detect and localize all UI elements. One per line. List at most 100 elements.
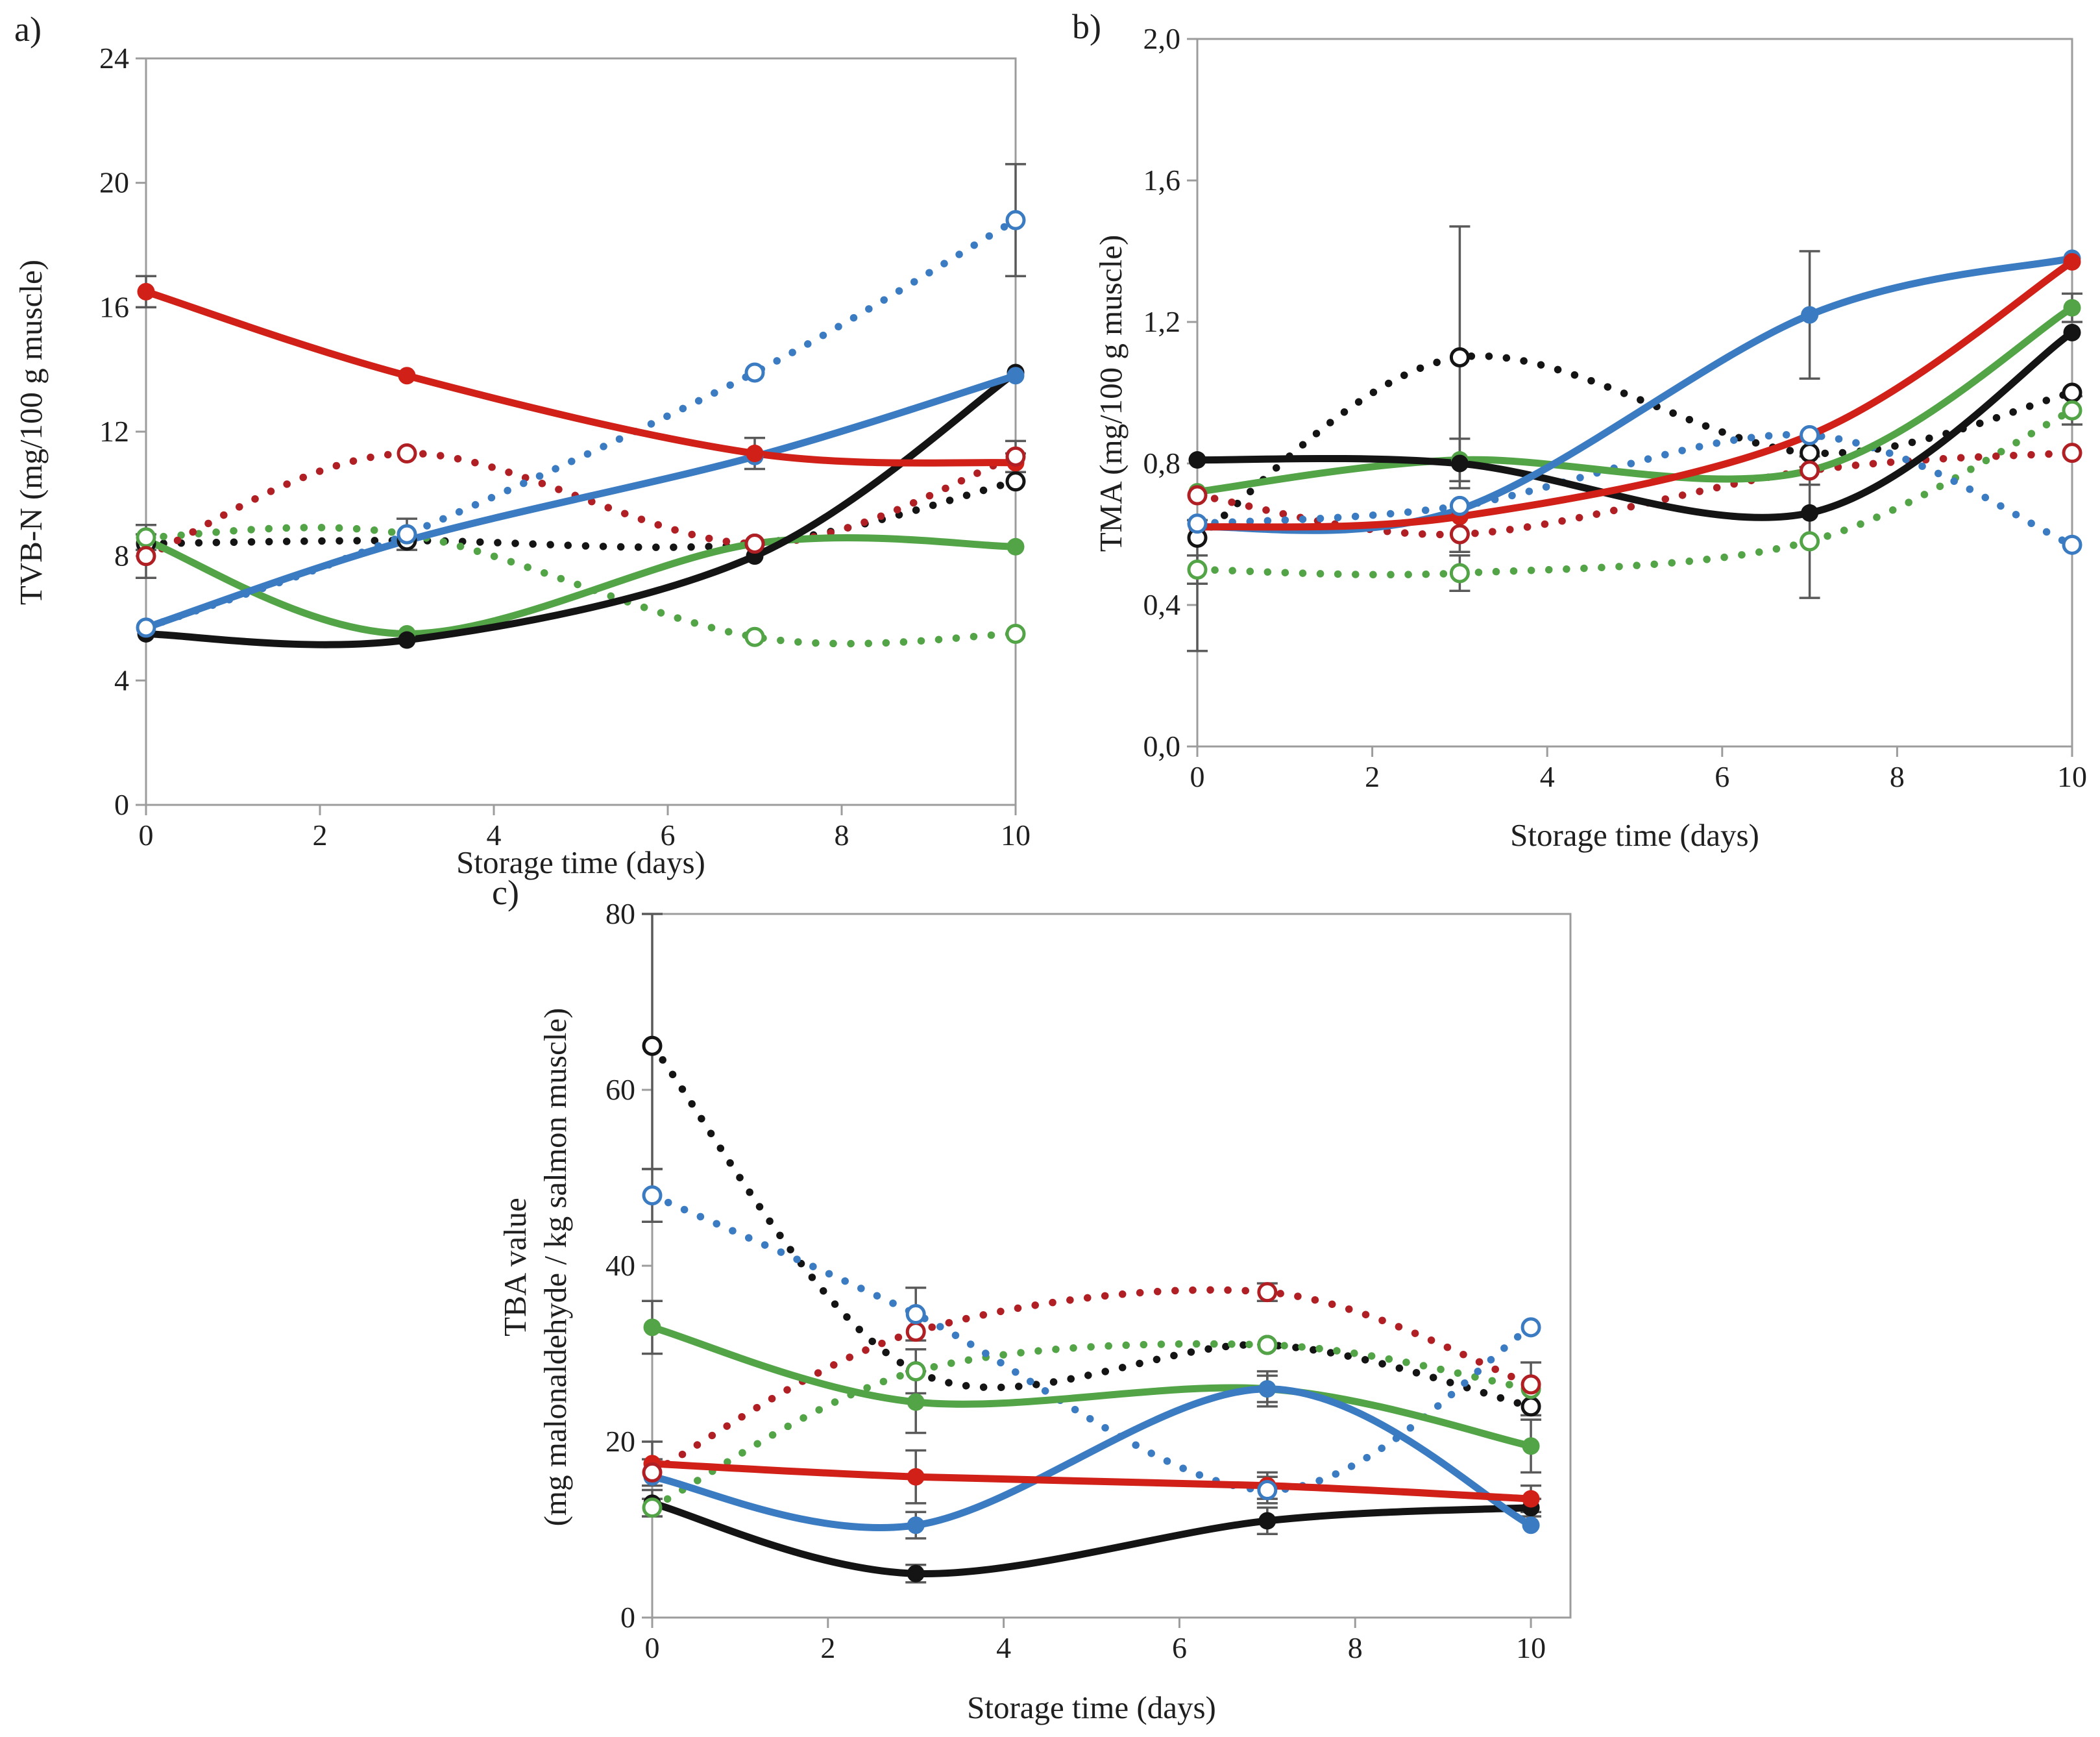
y-tick-labels: 0,0 0,4 0,8 1,2 1,6 2,0 xyxy=(1143,22,1181,763)
x-tick-labels: 0 2 4 6 8 10 xyxy=(645,1631,1546,1664)
marker-open-circle xyxy=(1257,1282,1278,1303)
marker-open-circle xyxy=(1520,1374,1541,1395)
marker-open-circle xyxy=(1449,347,1470,367)
y-tick-label: 20 xyxy=(605,1425,635,1458)
markers-black-solid xyxy=(643,1494,1540,1583)
y-tick-label: 2,0 xyxy=(1143,22,1181,55)
marker-filled-circle xyxy=(2063,323,2081,341)
markers-green-dotted xyxy=(1187,400,2082,584)
y-tick-label: 24 xyxy=(99,42,129,75)
marker-filled-circle xyxy=(1258,1380,1276,1398)
x-tick-label: 6 xyxy=(1172,1631,1187,1664)
series-line-red-dotted xyxy=(1193,449,2076,539)
marker-filled-circle xyxy=(398,631,416,649)
series-line-blue-solid xyxy=(1197,254,2073,534)
x-tick-label: 8 xyxy=(835,819,849,852)
marker-open-circle xyxy=(2062,400,2082,421)
markers-black-solid xyxy=(1188,323,2081,522)
y-tick-label: 0 xyxy=(114,788,129,821)
marker-open-circle xyxy=(744,534,765,554)
marker-open-circle xyxy=(642,1035,663,1056)
marker-open-circle xyxy=(642,1462,663,1483)
axes xyxy=(642,913,1572,1628)
panel-b-y-axis-title: TMA (mg/100 g muscle) xyxy=(1091,69,1131,718)
series-line-blue-solid xyxy=(145,372,1017,632)
panel-b-letter: b) xyxy=(1072,7,1101,46)
marker-filled-circle xyxy=(1450,454,1469,473)
x-tick-label: 2 xyxy=(313,819,328,852)
marker-open-circle xyxy=(1520,1317,1541,1338)
series-line-green-solid xyxy=(651,1324,1532,1450)
marker-open-circle xyxy=(642,1497,663,1518)
marker-open-circle xyxy=(136,617,156,638)
marker-open-circle xyxy=(1800,531,1820,552)
panel-c: 0 20 40 60 80 0 2 4 6 8 10 c) TBA value (mg malona… xyxy=(415,870,1685,1737)
marker-open-circle xyxy=(1520,1396,1541,1417)
markers-red-dotted xyxy=(136,443,1026,567)
marker-open-circle xyxy=(1187,513,1208,534)
y-tick-label: 8 xyxy=(114,539,129,573)
marker-open-circle xyxy=(1005,210,1026,230)
markers-black-solid xyxy=(137,363,1025,649)
series-line-green-dotted xyxy=(1193,406,2076,579)
x-tick-label: 8 xyxy=(1348,1631,1363,1664)
axes xyxy=(1187,38,2073,757)
x-tick-label: 4 xyxy=(1540,760,1555,793)
series-line-black-solid xyxy=(1197,329,2075,521)
y-tick-label: 0,4 xyxy=(1143,588,1181,621)
marker-open-circle xyxy=(1449,495,1470,516)
marker-open-circle xyxy=(1005,471,1026,492)
marker-open-circle xyxy=(1257,1480,1278,1501)
panel-a: 0 4 8 12 16 20 24 0 2 4 6 8 10 a) TVB-N (mg/100 g mu… xyxy=(0,0,1064,909)
error-bars-red-dotted xyxy=(642,1282,1278,1487)
y-tick-label: 16 xyxy=(99,290,129,323)
y-tick-label: 1,6 xyxy=(1143,164,1181,197)
marker-filled-circle xyxy=(1522,1437,1540,1455)
panel-a-y-axis-title-text: TVB-N (mg/100 g muscle) xyxy=(13,259,49,606)
series-line-red-dotted xyxy=(142,449,1019,560)
chart-c-tba: 0 20 40 60 80 0 2 4 6 8 10 xyxy=(605,897,1572,1664)
marker-open-circle xyxy=(905,1322,926,1342)
error-bars-red-solid xyxy=(136,275,1026,474)
marker-filled-circle xyxy=(907,1468,925,1486)
y-tick-label: 0 xyxy=(620,1601,635,1634)
marker-open-circle xyxy=(2062,534,2082,555)
x-tick-label: 4 xyxy=(487,819,502,852)
y-tick-labels: 0 4 8 12 16 20 24 xyxy=(99,42,129,821)
panel-b: 0,0 0,4 0,8 1,2 1,6 2,0 0 2 4 6 8 10 b) TMA (mg/100… xyxy=(1064,0,2100,909)
markers-red-solid xyxy=(137,282,1025,472)
marker-filled-circle xyxy=(2063,253,2081,271)
marker-open-circle xyxy=(1005,623,1026,644)
y-tick-label: 0,8 xyxy=(1143,447,1181,480)
axes xyxy=(136,57,1017,815)
marker-open-circle xyxy=(1005,446,1026,467)
marker-open-circle xyxy=(905,1361,926,1382)
y-tick-label: 40 xyxy=(605,1249,635,1282)
markers-black-dotted xyxy=(1187,347,2082,548)
x-tick-label: 10 xyxy=(2057,760,2087,793)
marker-filled-circle xyxy=(1007,537,1025,556)
panel-c-y-axis-title-line2: (mg malonaldehyde / kg salmon muscle) xyxy=(537,1007,573,1527)
markers-blue-solid xyxy=(1188,249,2081,536)
x-tick-label: 8 xyxy=(1890,760,1905,793)
marker-open-circle xyxy=(1449,524,1470,545)
marker-filled-circle xyxy=(137,282,155,301)
marker-open-circle xyxy=(1187,560,1208,580)
y-tick-label: 4 xyxy=(114,663,129,696)
marker-open-circle xyxy=(2062,443,2082,463)
markers-blue-dotted xyxy=(136,210,1026,638)
panel-a-letter: a) xyxy=(14,10,42,49)
x-tick-labels: 0 2 4 6 8 10 xyxy=(139,819,1031,852)
plot-area xyxy=(145,57,1017,806)
error-bars-black-solid xyxy=(642,1488,1542,1584)
y-tick-label: 12 xyxy=(99,415,129,448)
error-bars-green-solid xyxy=(642,1300,1542,1474)
marker-filled-circle xyxy=(907,1393,925,1411)
marker-filled-circle xyxy=(398,367,416,385)
marker-open-circle xyxy=(744,626,765,647)
marker-filled-circle xyxy=(1258,1512,1276,1530)
panel-a-y-axis-title: TVB-N (mg/100 g muscle) xyxy=(11,108,51,757)
marker-filled-circle xyxy=(1801,306,1819,324)
x-tick-label: 0 xyxy=(1190,760,1205,793)
